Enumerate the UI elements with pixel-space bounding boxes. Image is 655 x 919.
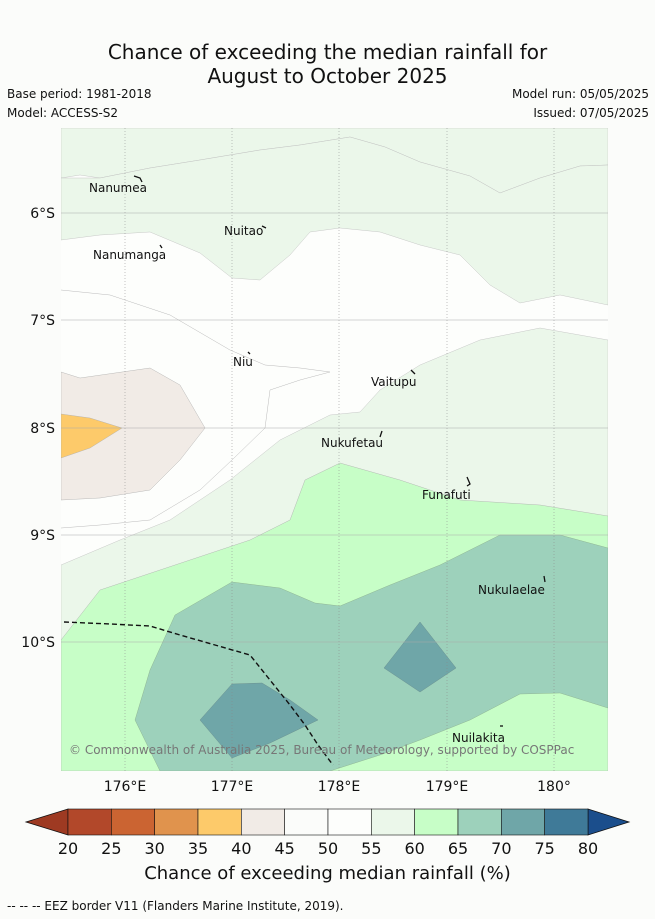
contour-55-60-north-band [61,136,608,306]
island-mark-nanumanga [159,244,163,249]
copyright-credit: © Commonwealth of Australia 2025, Bureau… [69,743,574,757]
colorbar-tick: 50 [318,839,338,858]
lat-axis: 6°S 7°S 8°S 9°S 10°S [21,206,55,651]
colorbar-segment [284,808,329,836]
colorbar-over-arrow [587,808,631,836]
island-nuilakita: Nuilakita [452,731,505,745]
colorbar-tick: 65 [448,839,468,858]
colorbar-segment [111,808,155,836]
colorbar-under-arrow [24,808,69,836]
title-line-1: Chance of exceeding the median rainfall … [107,40,548,64]
colorbar-segment [67,808,112,836]
colorbar-tick: 30 [144,839,164,858]
colorbar-segment [154,808,199,836]
colorbar-tick: 60 [404,839,424,858]
island-mark-nukufetau [379,430,383,438]
colorbar-segment [544,808,589,836]
colorbar-tick: 70 [491,839,511,858]
colorbar-tick: 45 [274,839,294,858]
island-mark-nanumea [133,175,143,183]
island-nukufetau: Nukufetau [321,436,383,450]
map-title: Chance of exceeding the median rainfall … [0,40,655,88]
colorbar-segment [371,808,415,836]
lon-tick-179: 179°E [426,779,469,795]
title-line-2: August to October 2025 [207,64,448,88]
island-nanumanga: Nanumanga [93,248,166,262]
colorbar: 20 25 30 35 40 45 50 55 60 65 70 75 80 [24,808,631,858]
colorbar-segment [327,808,372,836]
island-funafuti: Funafuti [422,488,471,502]
colorbar-segment [457,808,502,836]
lon-axis: 176°E 177°E 178°E 179°E 180° [104,779,571,795]
island-nuitao: Nuitao [224,224,263,238]
lat-tick-9s: 9°S [30,528,55,544]
contour-70-75-west [199,682,319,759]
colorbar-label: Chance of exceeding median rainfall (%) [144,863,511,884]
contour-line-45 [61,289,331,529]
island-nukulaelae: Nukulaelae [478,583,545,597]
colorbar-tick: 55 [361,839,381,858]
map-plot-area: Nanumea Nuitao Nanumanga Niu Vaitupu Nuk… [61,128,608,771]
meridians [124,128,555,771]
issued-date: Issued: 07/05/2025 [533,106,649,120]
eez-legend-footer: -- -- -- EEZ border V11 (Flanders Marine… [7,899,344,913]
parallels [61,212,608,643]
island-mark-niu [247,351,251,355]
contour-45-50-west [61,367,206,501]
island-marks [133,175,546,727]
lat-tick-10s: 10°S [21,635,55,651]
lat-tick-8s: 8°S [30,421,55,437]
rainfall-map: Nanumea Nuitao Nanumanga Niu Vaitupu Nuk… [21,128,631,858]
model-run: Model run: 05/05/2025 [511,87,649,101]
base-period: Base period: 1981-2018 [7,87,152,101]
island-niu: Niu [233,355,253,369]
contour-35-40-west [61,413,123,459]
island-mark-funafuti [466,476,471,487]
lon-tick-177: 177°E [211,779,254,795]
lat-tick-6s: 6°S [30,206,55,222]
island-labels: Nanumea Nuitao Nanumanga Niu Vaitupu Nuk… [89,181,545,745]
island-vaitupu: Vaitupu [371,375,417,389]
island-mark-nukulaelae [543,575,546,583]
island-nanumea: Nanumea [89,181,147,195]
colorbar-tick: 20 [58,839,78,858]
island-mark-nuitao [261,225,267,229]
lon-tick-176: 176°E [104,779,147,795]
colorbar-tick: 25 [101,839,121,858]
contour-70-75-east [383,621,457,693]
colorbar-tick: 35 [188,839,208,858]
colorbar-tick: 40 [231,839,251,858]
eez-border [63,621,334,766]
model-name: Model: ACCESS-S2 [7,106,119,120]
lon-tick-178: 178°E [318,779,361,795]
lon-tick-180: 180° [537,779,571,795]
colorbar-tick: 75 [534,839,554,858]
colorbar-segment [197,808,242,836]
lat-tick-7s: 7°S [30,313,55,329]
colorbar-segment [241,808,285,836]
colorbar-segment [414,808,459,836]
island-mark-vaitupu [410,369,416,375]
colorbar-segment [501,808,545,836]
colorbar-tick: 80 [578,839,598,858]
